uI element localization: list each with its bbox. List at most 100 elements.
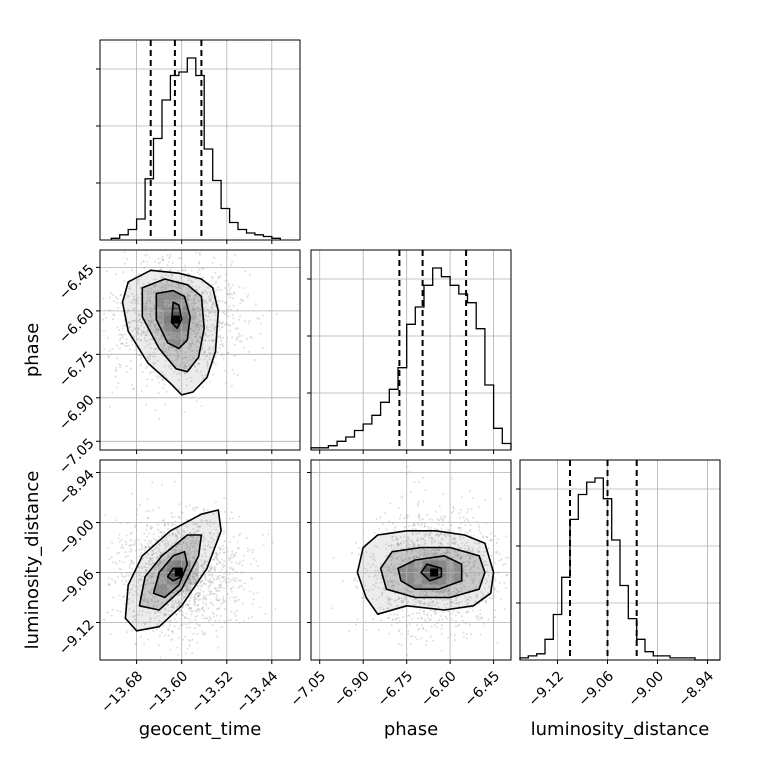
scatter-point <box>107 354 110 357</box>
scatter-point <box>211 339 214 342</box>
scatter-point <box>433 541 436 543</box>
scatter-point <box>357 553 360 556</box>
scatter-point <box>222 548 225 551</box>
scatter-point <box>125 581 128 584</box>
scatter-point <box>144 539 147 542</box>
scatter-point <box>388 632 390 635</box>
scatter-point <box>416 555 419 558</box>
scatter-point <box>191 535 194 538</box>
scatter-point <box>219 584 221 587</box>
scatter-point <box>428 583 431 586</box>
scatter-point <box>170 274 173 277</box>
scatter-point <box>155 348 158 351</box>
scatter-point <box>209 524 212 527</box>
density-cell <box>166 560 175 569</box>
scatter-point <box>189 279 192 282</box>
scatter-point <box>438 519 440 522</box>
scatter-point <box>428 566 431 569</box>
scatter-point <box>446 528 449 531</box>
scatter-point <box>164 576 166 579</box>
scatter-point <box>223 560 226 563</box>
scatter-point <box>203 509 206 512</box>
scatter-point <box>188 305 191 308</box>
scatter-point <box>410 491 413 494</box>
panel-frame <box>99 249 301 451</box>
scatter-point <box>396 557 399 560</box>
scatter-point <box>258 318 261 320</box>
scatter-point <box>463 520 466 523</box>
scatter-point <box>437 534 440 537</box>
scatter-point <box>399 563 402 566</box>
scatter-point <box>194 581 197 584</box>
scatter-point <box>155 575 158 578</box>
scatter-point <box>160 316 162 319</box>
scatter-point <box>133 387 136 390</box>
scatter-point <box>178 285 181 288</box>
scatter-point <box>385 543 388 546</box>
scatter-point <box>129 543 131 546</box>
scatter-point <box>141 547 144 549</box>
scatter-point <box>378 596 380 599</box>
scatter-point <box>446 542 449 545</box>
scatter-point <box>155 557 158 560</box>
scatter-point <box>216 578 218 581</box>
scatter-point <box>397 596 400 599</box>
scatter-point <box>188 564 191 567</box>
scatter-point <box>390 586 393 589</box>
scatter-point <box>397 598 400 601</box>
scatter-point <box>397 542 399 545</box>
scatter-point <box>188 504 191 507</box>
scatter-point <box>400 600 403 603</box>
scatter-point <box>181 534 184 537</box>
scatter-point <box>232 322 235 325</box>
scatter-point <box>242 559 244 562</box>
scatter-point <box>156 538 159 541</box>
scatter-point <box>424 603 427 606</box>
scatter-point <box>448 590 451 592</box>
scatter-point <box>331 607 334 610</box>
scatter-point <box>198 362 201 365</box>
scatter-point <box>151 355 154 358</box>
x-tick-label: −6.75 <box>375 668 417 710</box>
scatter-point <box>171 335 174 338</box>
scatter-point <box>149 313 152 316</box>
scatter-point <box>174 599 177 602</box>
scatter-point <box>182 322 184 325</box>
scatter-point <box>232 586 235 589</box>
scatter-point <box>354 577 357 580</box>
scatter-point <box>407 563 410 566</box>
scatter-point <box>401 495 404 498</box>
scatter-point <box>154 290 157 293</box>
scatter-point <box>197 329 200 332</box>
scatter-point <box>427 528 430 531</box>
scatter-point <box>181 590 184 593</box>
scatter-point <box>156 328 159 331</box>
scatter-point <box>197 326 200 329</box>
scatter-point <box>130 544 133 547</box>
scatter-point <box>212 345 215 348</box>
scatter-point <box>207 543 210 546</box>
scatter-point <box>194 365 197 368</box>
scatter-point <box>149 575 152 578</box>
scatter-point <box>218 308 221 311</box>
scatter-point <box>393 572 396 575</box>
scatter-point <box>410 618 413 621</box>
scatter-point <box>394 599 397 602</box>
scatter-point <box>238 547 241 550</box>
scatter-point <box>411 612 414 615</box>
scatter-point <box>169 648 172 651</box>
scatter-point <box>191 610 194 613</box>
scatter-point <box>169 305 172 308</box>
scatter-point <box>221 563 224 566</box>
scatter-point <box>191 281 194 284</box>
scatter-point <box>252 557 255 560</box>
scatter-point <box>164 557 167 560</box>
contour-layer <box>121 269 495 632</box>
scatter-point <box>261 534 264 536</box>
scatter-point <box>388 603 391 605</box>
scatter-point <box>136 338 139 341</box>
scatter-point <box>430 635 433 638</box>
scatter-point <box>145 367 148 370</box>
scatter-point <box>390 536 393 539</box>
scatter-point <box>157 599 160 602</box>
